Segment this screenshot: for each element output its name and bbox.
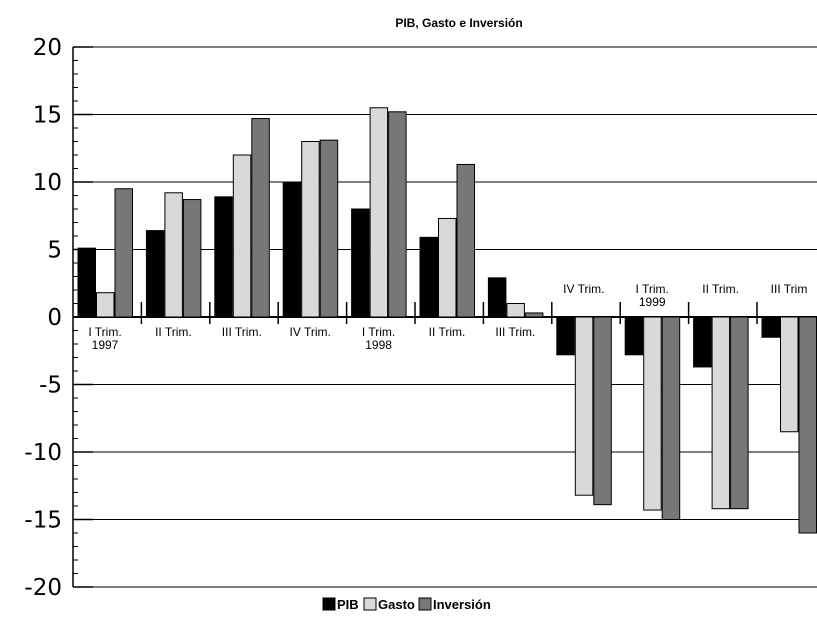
category-label: IV Trim.	[563, 282, 604, 296]
bar-gasto	[96, 292, 115, 318]
bar-inversión	[524, 312, 544, 318]
bar-inversión	[319, 139, 339, 318]
category-label: III Trim	[771, 282, 808, 296]
bar-pib	[761, 316, 780, 338]
bar-gasto	[643, 316, 662, 511]
bar-pib	[419, 236, 438, 318]
chart-title: PIB, Gasto e Inversión	[395, 16, 522, 30]
legend: PIB Gasto Inversión	[322, 597, 491, 612]
y-tick-label: 0	[47, 305, 62, 331]
legend-label: Gasto	[378, 597, 415, 612]
bar-inversión	[114, 188, 133, 318]
bar-inversión	[388, 111, 407, 318]
bar-gasto	[780, 316, 799, 433]
bar-pib	[624, 316, 644, 356]
legend-label: PIB	[337, 597, 359, 612]
bar-pib	[214, 196, 233, 318]
bar-pib	[556, 316, 575, 356]
bar-gasto	[369, 107, 389, 318]
bar-gasto	[232, 154, 252, 318]
bar-pib	[351, 208, 370, 318]
bar-pib	[487, 277, 507, 318]
bar-inversión	[661, 316, 681, 520]
bar-pib	[77, 247, 96, 318]
bar-pib	[693, 316, 712, 368]
category-label: III Trim.	[495, 325, 535, 339]
y-axis: 20 15 10 5 0 -5 -10 -15 -20	[24, 35, 817, 601]
y-tick-label: 10	[33, 170, 62, 196]
category-label: 1999	[639, 295, 666, 309]
category-label: II Trim.	[702, 282, 739, 296]
y-tick-label: -15	[24, 508, 62, 534]
bar-gasto	[438, 217, 457, 318]
bar-inversión	[730, 316, 749, 510]
y-tick-label: 20	[33, 35, 62, 61]
category-label: 1997	[92, 338, 119, 352]
legend-swatch-inversión	[418, 597, 432, 611]
y-tick-label: -5	[39, 373, 62, 399]
bar-inversión	[456, 163, 475, 318]
y-tick-label: 5	[47, 238, 62, 264]
category-label: I Trim.	[362, 325, 395, 339]
bar-gasto	[301, 141, 320, 318]
category-label: I Trim.	[636, 282, 669, 296]
y-tick-label: 15	[33, 103, 62, 129]
bar-gasto	[574, 316, 594, 496]
bar-gasto	[711, 316, 731, 510]
y-tick-label: -20	[24, 575, 62, 601]
category-label: 1998	[365, 338, 392, 352]
y-tick-label: -10	[24, 440, 62, 466]
bar-gasto	[506, 303, 525, 318]
legend-swatch-pib	[322, 597, 336, 611]
category-label: IV Trim.	[290, 325, 331, 339]
bar-inversión	[593, 316, 612, 506]
bars	[77, 107, 817, 534]
bar-inversión	[798, 316, 817, 534]
legend-label: Inversión	[433, 597, 491, 612]
bar-gasto	[164, 192, 183, 318]
bar-pib	[282, 181, 302, 318]
category-label: III Trim.	[222, 325, 262, 339]
legend-swatch-gasto	[363, 597, 377, 611]
category-label: II Trim.	[155, 325, 192, 339]
bar-inversión	[251, 118, 270, 318]
category-label: II Trim.	[429, 325, 466, 339]
bar-inversión	[182, 199, 202, 318]
category-label: I Trim.	[88, 325, 121, 339]
bar-pib	[145, 230, 165, 318]
